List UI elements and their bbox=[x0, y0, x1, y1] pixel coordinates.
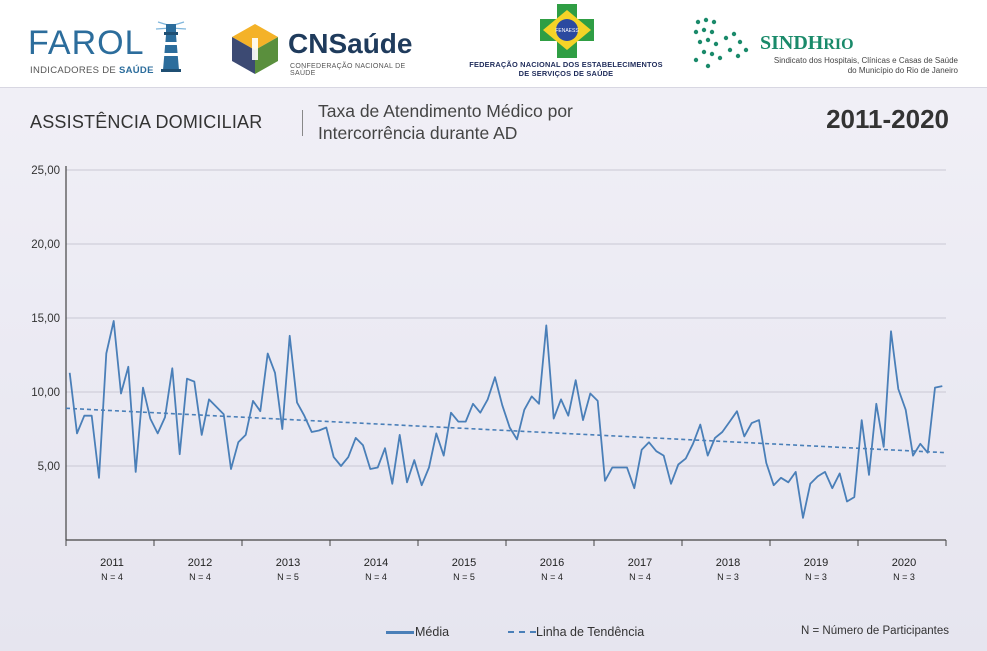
y-tick-label: 5,00 bbox=[38, 461, 60, 473]
legend-trend-swatch bbox=[508, 631, 536, 633]
cnsaude-emblem-icon bbox=[232, 24, 278, 74]
y-tick-label: 15,00 bbox=[31, 313, 60, 325]
period-label: 2011-2020 bbox=[826, 104, 949, 134]
x-year-label: 2016 bbox=[540, 557, 564, 569]
legend-media-label: Média bbox=[415, 625, 450, 639]
fenaess-logo: FENAESS FEDERAÇÃO NACIONAL DOS ESTABELEC… bbox=[462, 4, 672, 84]
logo-bar: FAROL INDICADORES DE SAÚDE CNSaúde CONFE… bbox=[0, 0, 987, 88]
x-participants-label: N = 5 bbox=[277, 572, 299, 582]
x-participants-label: N = 4 bbox=[541, 572, 563, 582]
x-year-label: 2013 bbox=[276, 557, 300, 569]
y-tick-label: 10,00 bbox=[31, 387, 60, 399]
x-year-label: 2011 bbox=[100, 557, 124, 569]
x-year-label: 2019 bbox=[804, 557, 828, 569]
cnsaude-logo: CNSaúde CONFEDERAÇÃO NACIONAL DE SAÚDE bbox=[230, 22, 430, 78]
x-participants-label: N = 3 bbox=[893, 572, 915, 582]
lighthouse-icon bbox=[155, 21, 187, 72]
sindhrio-tagline: Sindicato dos Hospitais, Clínicas e Casa… bbox=[773, 56, 958, 75]
cnsaude-wordmark: CNSaúde bbox=[288, 28, 413, 59]
x-participants-label: N = 4 bbox=[365, 572, 387, 582]
x-year-label: 2020 bbox=[892, 557, 916, 569]
sindhrio-emblem-icon bbox=[693, 17, 749, 69]
x-year-label: 2014 bbox=[364, 557, 388, 569]
fenaess-line2: DE SERVIÇOS DE SAÚDE bbox=[518, 69, 614, 78]
legend-media-swatch bbox=[386, 631, 414, 634]
x-participants-label: N = 4 bbox=[629, 572, 651, 582]
farol-wordmark: FAROL bbox=[28, 24, 145, 62]
x-participants-label: N = 3 bbox=[717, 572, 739, 582]
title-divider bbox=[302, 110, 303, 136]
x-participants-label: N = 5 bbox=[453, 572, 475, 582]
chart-title-line1: Taxa de Atendimento Médico por bbox=[318, 101, 573, 121]
farol-logo: FAROL INDICADORES DE SAÚDE bbox=[28, 20, 188, 76]
x-participants-label: N = 3 bbox=[805, 572, 827, 582]
chart-title-line2: Intercorrência durante AD bbox=[318, 123, 518, 143]
y-tick-label: 25,00 bbox=[31, 165, 60, 177]
media-series-line bbox=[68, 320, 943, 519]
y-tick-label: 20,00 bbox=[31, 239, 60, 251]
fenaess-emblem-icon: FENAESS bbox=[540, 4, 594, 58]
x-year-label: 2012 bbox=[188, 557, 212, 569]
section-label: ASSISTÊNCIA DOMICILIAR bbox=[30, 112, 263, 132]
x-participants-label: N = 4 bbox=[189, 572, 211, 582]
chart-title: Taxa de Atendimento Médico por Intercorr… bbox=[318, 100, 678, 144]
x-year-label: 2018 bbox=[716, 557, 740, 569]
farol-tagline: INDICADORES DE SAÚDE bbox=[30, 65, 154, 76]
fenaess-line1: FEDERAÇÃO NACIONAL DOS ESTABELECIMENTOS bbox=[469, 60, 663, 69]
cnsaude-tagline: CONFEDERAÇÃO NACIONAL DE SAÚDE bbox=[290, 63, 406, 77]
sindhrio-wordmark: SINDHRIO bbox=[760, 32, 854, 54]
x-year-label: 2017 bbox=[628, 557, 652, 569]
fenaess-text: FEDERAÇÃO NACIONAL DOS ESTABELECIMENTOS … bbox=[462, 60, 670, 78]
legend-trend-label: Linha de Tendência bbox=[536, 625, 645, 639]
x-year-label: 2015 bbox=[452, 557, 476, 569]
sindhrio-logo: SINDHRIO Sindicato dos Hospitais, Clínic… bbox=[690, 14, 960, 80]
participants-note: N = Número de Participantes bbox=[801, 625, 949, 637]
x-participants-label: N = 4 bbox=[101, 572, 123, 582]
fenaess-badge: FENAESS bbox=[555, 28, 579, 34]
